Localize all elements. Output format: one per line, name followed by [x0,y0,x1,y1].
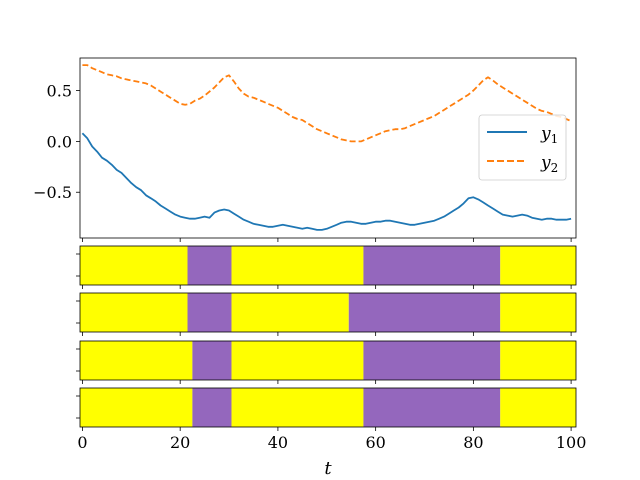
segment-state-0 [80,388,193,427]
segment-state-0 [231,341,364,380]
segment-state-1 [187,246,232,285]
segment-state-0 [231,293,349,332]
legend-label-y2: y2 [540,153,558,175]
segment-row-4: 0 20 40 60 80 100 [76,387,587,452]
segment-state-1 [192,388,232,427]
y-tick-label: 0.5 [47,82,72,101]
segment-state-0 [500,293,576,332]
segment-state-0 [231,246,364,285]
segment-state-0 [231,388,364,427]
x-axis-label: t [324,458,332,479]
segment-state-0 [80,341,193,380]
x-tick-label: 0 [77,433,87,452]
segment-row-frame [79,387,577,428]
segment-row-2 [76,292,577,336]
legend-label-y1-base: y [540,124,551,144]
legend: y1 y2 [478,114,567,181]
segment-state-1 [192,341,232,380]
legend-label-subscript: 2 [551,161,559,175]
y-tick-label: 0.0 [47,132,72,151]
segment-state-1 [187,293,232,332]
segment-row-frame [79,340,577,381]
x-tick-label: 40 [268,433,288,452]
segment-row-3 [76,340,577,384]
segment-state-1 [363,246,501,285]
segment-row-1 [76,245,577,289]
segment-state-0 [500,246,576,285]
x-tick-label: 100 [556,433,587,452]
segment-state-0 [80,246,188,285]
legend-label-subscript: 1 [551,132,559,146]
segment-state-1 [348,293,501,332]
segment-state-1 [363,341,501,380]
series-line-y1 [81,132,572,231]
legend-label-y2-base: y [540,153,551,173]
legend-label-y1: y1 [540,124,558,146]
state-segment-plots: 0 20 40 60 80 100 [76,245,587,452]
segment-row-frame [79,245,577,286]
x-tick-label: 20 [170,433,190,452]
segment-state-1 [363,388,501,427]
main-line-plot: 0.5 0.0 −0.5 [33,57,577,242]
main-plot-frame [79,57,577,239]
series-line-y2 [82,64,572,143]
segment-state-0 [80,293,188,332]
x-tick-label: 60 [365,433,385,452]
segment-state-0 [500,388,576,427]
segment-row-frame [79,292,577,333]
segment-state-0 [500,341,576,380]
y-tick-label: −0.5 [33,183,72,202]
x-tick-label: 80 [463,433,483,452]
